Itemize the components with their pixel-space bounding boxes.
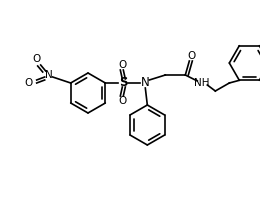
Text: N: N (45, 70, 53, 80)
Text: O: O (32, 54, 41, 64)
Text: O: O (118, 60, 126, 70)
Text: O: O (118, 96, 126, 106)
Text: S: S (119, 77, 128, 89)
Text: NH: NH (194, 78, 209, 88)
Text: O: O (24, 78, 33, 88)
Text: O: O (187, 51, 196, 61)
Text: N: N (141, 77, 150, 89)
